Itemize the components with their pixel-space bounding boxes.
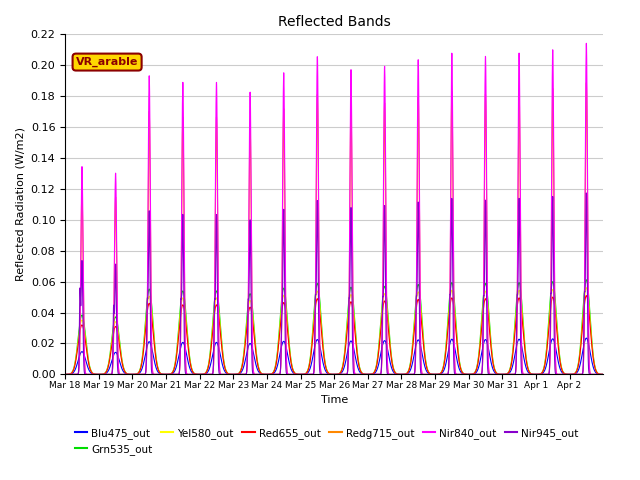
Redg715_out [173, 372, 180, 377]
Yel580_out [482, 288, 490, 294]
Nir840_out [173, 372, 180, 377]
Nir945_out [354, 372, 362, 377]
Yel580_out [582, 285, 590, 290]
Line: Grn535_out: Grn535_out [65, 280, 603, 374]
Line: Red655_out: Red655_out [65, 296, 603, 374]
Line: Redg715_out: Redg715_out [65, 83, 603, 374]
Redg715_out [383, 330, 390, 336]
Blu475_out [482, 336, 490, 342]
Redg715_out [61, 372, 69, 377]
Nir840_out [508, 372, 516, 377]
Grn535_out [508, 355, 516, 361]
Yel580_out [61, 372, 69, 377]
Nir945_out [61, 372, 69, 377]
Red655_out [354, 357, 362, 363]
Nir945_out [508, 372, 516, 377]
Text: VR_arable: VR_arable [76, 57, 138, 67]
Nir945_out [582, 190, 590, 196]
Blu475_out [61, 372, 69, 377]
Yel580_out [599, 372, 607, 377]
Nir840_out [482, 54, 490, 60]
Red655_out [599, 372, 607, 377]
Blu475_out [522, 364, 530, 370]
Line: Nir945_out: Nir945_out [65, 193, 603, 374]
Nir840_out [522, 372, 530, 377]
Nir840_out [61, 372, 69, 377]
X-axis label: Time: Time [321, 395, 348, 405]
Nir945_out [599, 372, 607, 377]
Y-axis label: Reflected Radiation (W/m2): Reflected Radiation (W/m2) [15, 127, 25, 281]
Blu475_out [383, 343, 390, 348]
Redg715_out [582, 80, 590, 85]
Redg715_out [508, 372, 516, 377]
Nir840_out [599, 372, 607, 377]
Blu475_out [599, 372, 607, 377]
Redg715_out [522, 372, 530, 377]
Yel580_out [508, 357, 516, 362]
Nir840_out [354, 372, 362, 377]
Grn535_out [173, 348, 180, 354]
Yel580_out [173, 350, 180, 356]
Nir840_out [383, 324, 390, 330]
Blu475_out [173, 362, 180, 368]
Nir945_out [482, 198, 490, 204]
Grn535_out [383, 296, 390, 302]
Red655_out [522, 355, 530, 361]
Redg715_out [482, 92, 490, 98]
Redg715_out [354, 372, 362, 377]
Red655_out [383, 309, 390, 314]
Blu475_out [354, 365, 362, 371]
Line: Nir840_out: Nir840_out [65, 43, 603, 374]
Red655_out [508, 358, 516, 363]
Nir945_out [522, 372, 530, 377]
Red655_out [482, 296, 490, 301]
Yel580_out [522, 353, 530, 359]
Legend: Blu475_out, Grn535_out, Yel580_out, Red655_out, Redg715_out, Nir840_out, Nir945_: Blu475_out, Grn535_out, Yel580_out, Red6… [70, 424, 583, 459]
Redg715_out [599, 372, 607, 377]
Grn535_out [582, 277, 590, 283]
Grn535_out [482, 281, 490, 287]
Yel580_out [354, 356, 362, 361]
Nir840_out [582, 40, 590, 46]
Grn535_out [61, 372, 69, 377]
Red655_out [582, 293, 590, 299]
Blu475_out [508, 365, 516, 371]
Yel580_out [383, 302, 390, 308]
Grn535_out [522, 352, 530, 358]
Line: Yel580_out: Yel580_out [65, 288, 603, 374]
Red655_out [61, 372, 69, 377]
Nir945_out [173, 372, 180, 377]
Grn535_out [354, 354, 362, 360]
Nir945_out [383, 365, 390, 371]
Title: Reflected Bands: Reflected Bands [278, 15, 390, 29]
Red655_out [173, 352, 180, 358]
Blu475_out [582, 335, 590, 341]
Line: Blu475_out: Blu475_out [65, 338, 603, 374]
Grn535_out [599, 372, 607, 377]
